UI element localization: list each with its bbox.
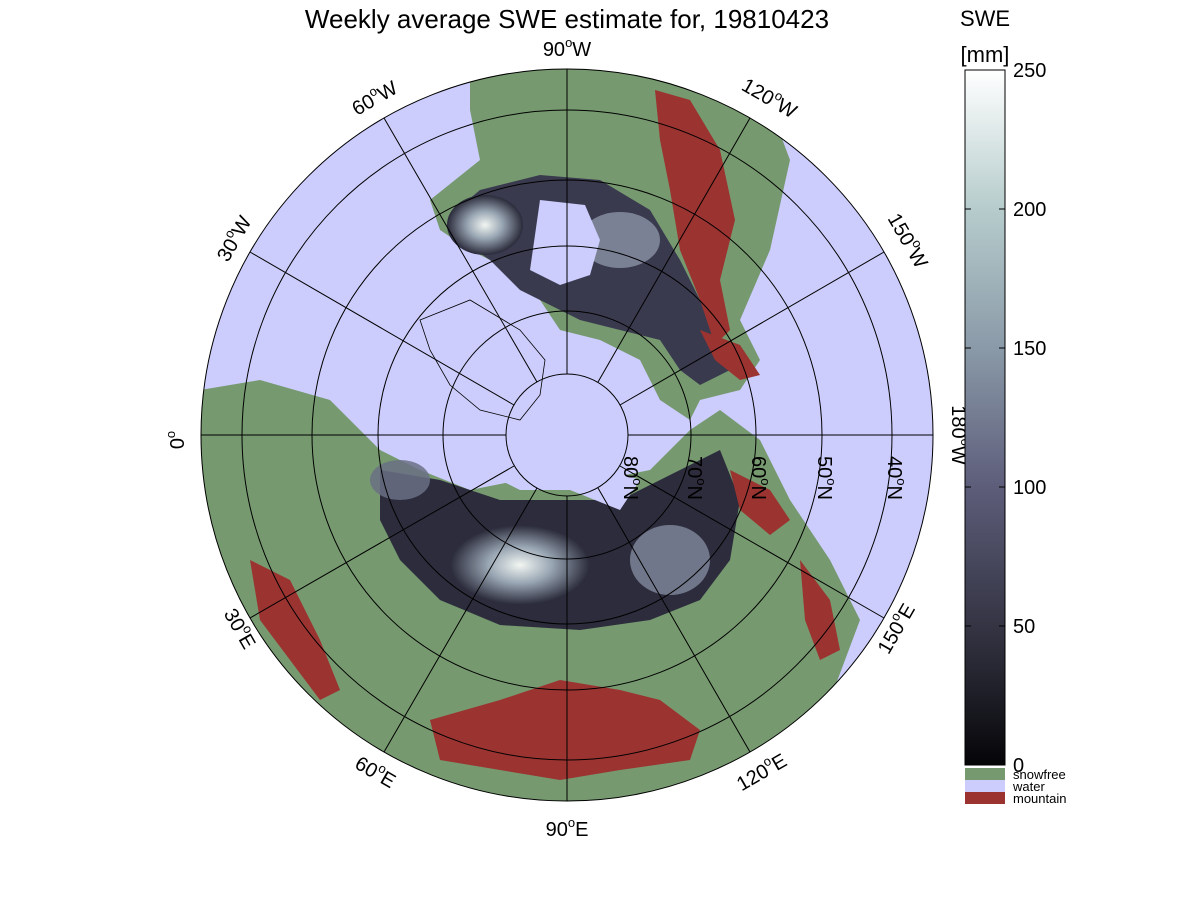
chart-title: Weekly average SWE estimate for, 1981042… — [305, 4, 829, 34]
colorbar-tick-label: 100 — [1013, 477, 1046, 499]
meridian-lines — [201, 69, 933, 801]
mountain-east-siberia — [730, 470, 790, 535]
colorbar-tick-label: 250 — [1013, 60, 1046, 82]
arctic-ocean-eurasian-coast — [430, 450, 640, 510]
colorbar-category-label: water — [1012, 779, 1045, 794]
hudson-bay — [530, 200, 600, 285]
colorbar-ticks: 0 50 100 150 200 250 — [965, 60, 1046, 777]
mountain-europe — [250, 560, 340, 700]
lon-label-0: 0o — [163, 431, 189, 449]
swe-hudson-high — [447, 195, 523, 255]
colorbar-title-line1: SWE — [960, 6, 1010, 31]
latitude-labels: 80oN 70oN 60oN 50oN 40oN — [619, 456, 909, 500]
mountain-alaska — [700, 330, 760, 380]
swe-siberia-high — [450, 525, 590, 605]
colorbar-gradient — [964, 69, 1006, 766]
colorbar-tick-label: 200 — [1013, 199, 1046, 221]
colorbar-category-label: snowfree — [1013, 767, 1066, 782]
mountain-rockies — [655, 90, 735, 345]
colorbar-category-swatch — [965, 792, 1005, 804]
lat-label-80n: 80oN — [619, 456, 645, 500]
lat-label-60n: 60oN — [747, 456, 773, 500]
lon-label-120w: 120oW — [738, 71, 803, 123]
lon-label-90e: 90oE — [546, 815, 589, 841]
lat-label-50n: 50oN — [813, 456, 839, 500]
polar-map — [201, 69, 933, 801]
lat-label-40n: 40oN — [883, 456, 909, 500]
colorbar-category-swatch — [965, 780, 1005, 792]
swe-scandinavia — [370, 460, 430, 500]
colorbar-title-line2: [mm] — [961, 42, 1010, 67]
lon-label-150w: 150oW — [883, 208, 935, 273]
swe-east-siberia-mid — [630, 525, 710, 595]
lat-label-70n: 70oN — [683, 456, 709, 500]
colorbar-tick-label: 0 — [1013, 755, 1024, 777]
colorbar-category-label: mountain — [1013, 791, 1066, 806]
mountain-kamchatka — [800, 560, 840, 660]
colorbar: SWE [mm] 0 50 100 150 200 250 snowfreewatermo… — [960, 6, 1067, 806]
colorbar-tick-label: 150 — [1013, 338, 1046, 360]
mountain-central-asia — [430, 680, 700, 780]
map-outline — [200, 68, 934, 802]
colorbar-tick-label: 50 — [1013, 616, 1035, 638]
greenland — [419, 299, 546, 421]
colorbar-category-swatch — [965, 768, 1005, 780]
lon-label-90w: 90oW — [543, 35, 591, 61]
swe-canada-mid — [580, 212, 660, 268]
